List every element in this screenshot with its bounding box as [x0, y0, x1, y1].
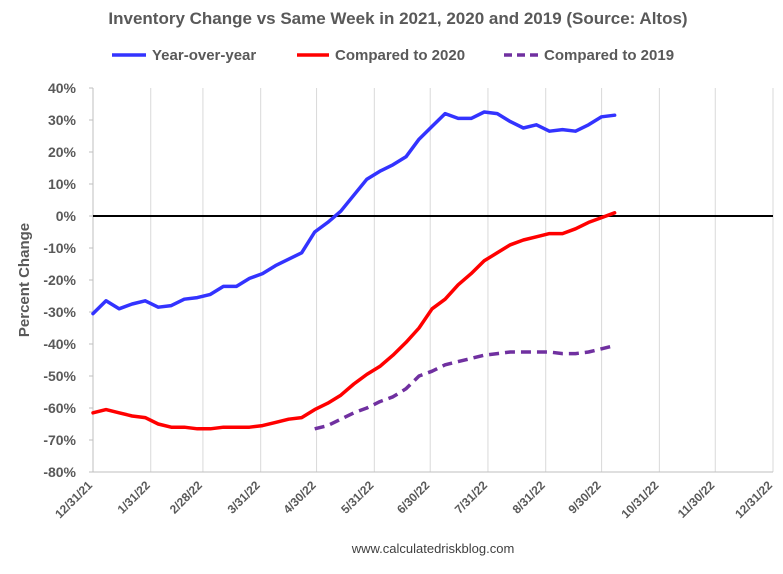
legend-item-compared-to-2019: Compared to 2019 — [504, 47, 674, 64]
axes — [89, 87, 773, 473]
legend-label: Compared to 2020 — [335, 47, 465, 64]
legend-item-year-over-year: Year-over-year — [112, 47, 256, 64]
y-tick-label: 30% — [48, 112, 77, 128]
legend-label: Year-over-year — [152, 47, 256, 64]
y-tick-label: -70% — [43, 432, 76, 448]
y-tick-label: 0% — [56, 208, 77, 224]
legend: Year-over-year Compared to 2020 Compared t… — [112, 47, 674, 64]
y-tick-label: 20% — [48, 144, 77, 160]
series-line-compared-to-2020 — [91, 211, 617, 431]
source-watermark: www.calculatedriskblog.com — [351, 541, 515, 556]
y-tick-label: -40% — [43, 336, 76, 352]
series-layer — [91, 110, 617, 431]
y-tick-label: -80% — [43, 464, 76, 480]
y-axis-label: Percent Change — [16, 223, 33, 337]
y-tick-label: -10% — [43, 240, 76, 256]
series-line-compared-to-2019 — [314, 343, 616, 431]
series-line-year-over-year — [91, 110, 617, 316]
y-tick-label: 40% — [48, 80, 77, 96]
y-tick-label: -20% — [43, 272, 76, 288]
y-tick-label: -30% — [43, 304, 76, 320]
legend-label: Compared to 2019 — [544, 47, 674, 64]
y-tick-label: -50% — [43, 368, 76, 384]
y-tick-label: -60% — [43, 400, 76, 416]
legend-item-compared-to-2020: Compared to 2020 — [297, 47, 465, 64]
chart-title: Inventory Change vs Same Week in 2021, 2… — [108, 9, 687, 28]
y-tick-labels: 40% 30% 20% 10% 0% -10% -20% -30% -40% -50% -60% -7… — [43, 80, 76, 480]
y-tick-label: 10% — [48, 176, 77, 192]
